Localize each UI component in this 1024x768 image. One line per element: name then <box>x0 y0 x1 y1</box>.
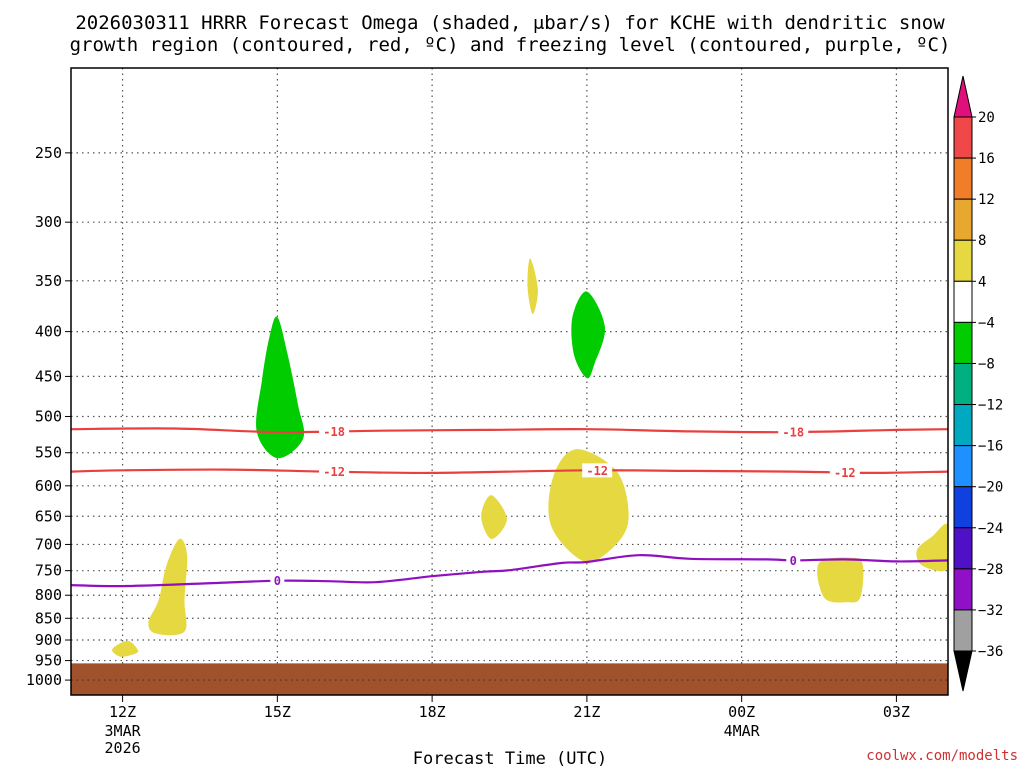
colorbar-tick-label: 16 <box>978 151 995 167</box>
contour-label: -18 <box>323 425 345 439</box>
omega-region <box>571 291 606 379</box>
colorbar-tick-label: −16 <box>978 439 1003 455</box>
colorbar-tick-label: −24 <box>978 521 1003 537</box>
y-tick-label: 400 <box>35 323 62 341</box>
contour-label: -12 <box>323 465 345 479</box>
contour-label: -18 <box>782 426 804 440</box>
x-tick-date-label: 3MAR <box>105 722 142 740</box>
omega-region <box>481 495 507 540</box>
contour-line <box>71 554 948 588</box>
colorbar-swatch <box>953 362 973 406</box>
plot-frame <box>70 67 949 696</box>
colorbar-swatch <box>953 198 973 241</box>
colorbar-tick-label: −36 <box>978 644 1003 660</box>
colorbar-tick-label: −12 <box>978 398 1003 414</box>
y-tick-label: 900 <box>35 631 62 649</box>
y-tick-label: 350 <box>35 272 62 290</box>
chart-title-line1: 2026030311 HRRR Forecast Omega (shaded, … <box>75 12 945 34</box>
x-tick-label: 00Z <box>728 703 755 721</box>
x-axis-label: Forecast Time (UTC) <box>413 749 607 768</box>
contour-label-bg <box>319 424 350 439</box>
colorbar-swatch <box>953 527 973 570</box>
x-tick-label: 15Z <box>264 703 291 721</box>
colorbar-tick-label: −4 <box>978 315 995 331</box>
colorbar-swatch <box>953 280 973 323</box>
colorbar-tick-label: 8 <box>978 233 986 249</box>
x-tick-date-label: 2026 <box>105 739 141 757</box>
contour-lines: -18 -18 -12 -12 -12 0 0 <box>71 424 948 588</box>
colorbar-tick-label: 4 <box>978 274 986 290</box>
colorbar-swatch <box>953 609 973 652</box>
colorbar-tick-label: −28 <box>978 562 1003 578</box>
omega-region <box>548 449 629 563</box>
omega-region <box>527 258 538 315</box>
contour-label: -12 <box>834 466 856 480</box>
y-tick-label: 250 <box>35 144 62 162</box>
colorbar-swatch <box>953 445 973 488</box>
colorbar-swatch <box>953 568 973 611</box>
x-tick-label: 21Z <box>573 703 600 721</box>
contour-label: -12 <box>586 464 608 478</box>
omega-region <box>256 316 305 459</box>
colorbar-tick-label: 20 <box>978 110 995 126</box>
colorbar-tick-label: −32 <box>978 603 1003 619</box>
plot-area: -18 -18 -12 -12 -12 0 0 <box>70 67 949 696</box>
y-tick-label: 800 <box>35 586 62 604</box>
y-tick-label: 1000 <box>26 671 62 689</box>
x-tick-label: 18Z <box>419 703 446 721</box>
colorbar-swatch <box>953 116 973 159</box>
contour-label-bg <box>786 553 801 568</box>
terrain-fill <box>71 663 948 695</box>
y-tick-label: 650 <box>35 507 62 525</box>
y-tick-label: 550 <box>35 444 62 462</box>
x-tick-label: 12Z <box>109 703 136 721</box>
y-tick-label: 950 <box>35 652 62 670</box>
colorbar-swatch <box>953 486 973 529</box>
grid-lines <box>71 68 948 695</box>
y-tick-label: 300 <box>35 213 62 231</box>
colorbar-bottom-arrow <box>953 650 973 692</box>
omega-region <box>817 557 864 603</box>
contour-label: 0 <box>274 574 281 588</box>
y-tick-label: 750 <box>35 562 62 580</box>
y-tick-label: 500 <box>35 407 62 425</box>
colorbar-swatch <box>953 239 973 282</box>
credit-text: coolwx.com/modelts <box>866 748 1018 764</box>
omega-region <box>916 523 948 572</box>
y-tick-label: 600 <box>35 477 62 495</box>
contour-line <box>71 427 948 434</box>
contour-line <box>71 468 948 475</box>
colorbar-tick-label: −20 <box>978 480 1003 496</box>
colorbar: 20 16 12 8 4 −4 −8 −12 −16 −20 −24 −28 −32 −36 <box>953 75 1003 692</box>
colorbar-top-arrow <box>953 75 973 118</box>
omega-region <box>112 640 139 657</box>
y-axis-ticks: 250 300 350 400 450 500 550 600 650 700 750 800 850 9… <box>26 144 71 689</box>
contour-label-bg <box>582 463 613 478</box>
contour-label-bg <box>778 425 809 440</box>
omega-shading <box>112 258 948 657</box>
contour-label-bg <box>829 465 860 480</box>
colorbar-swatch <box>953 321 973 364</box>
contour-label-bg <box>270 573 285 588</box>
colorbar-swatch <box>953 404 973 447</box>
x-tick-date-label: 4MAR <box>724 722 761 740</box>
y-tick-label: 850 <box>35 609 62 627</box>
terrain-layer <box>71 663 948 695</box>
contour-label-bg <box>319 464 350 479</box>
omega-region <box>148 538 188 636</box>
x-tick-label: 03Z <box>883 703 910 721</box>
y-tick-label: 450 <box>35 367 62 385</box>
chart-title-line2: growth region (contoured, red, ºC) and f… <box>70 34 951 56</box>
colorbar-tick-label: −8 <box>978 356 995 372</box>
colorbar-swatch <box>953 157 973 200</box>
colorbar-tick-label: 12 <box>978 192 995 208</box>
y-tick-label: 700 <box>35 535 62 553</box>
contour-label: 0 <box>790 554 797 568</box>
